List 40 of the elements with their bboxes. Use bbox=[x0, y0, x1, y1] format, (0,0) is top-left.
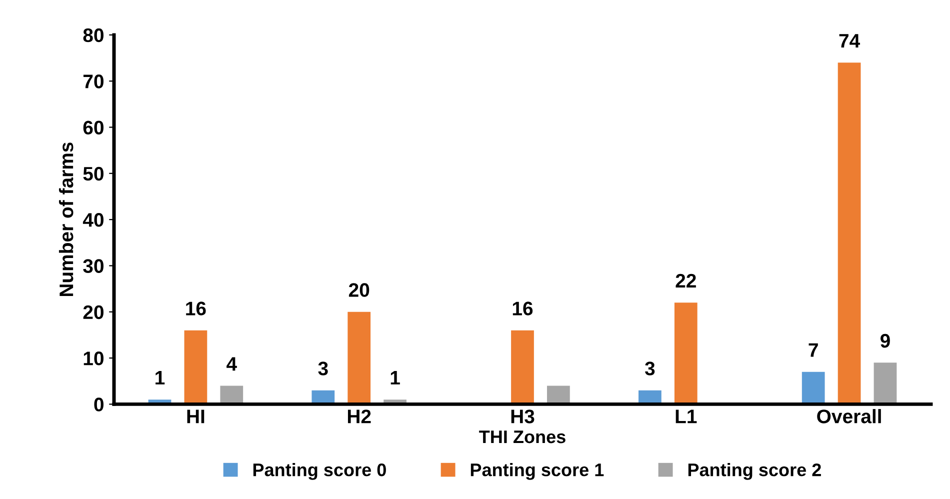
bar bbox=[674, 302, 698, 404]
bar bbox=[511, 330, 534, 404]
x-axis-title: THI Zones bbox=[479, 430, 566, 444]
y-tick-label: 50 bbox=[83, 166, 104, 181]
legend-label: Panting score 0 bbox=[253, 463, 386, 480]
data-label: 1 bbox=[156, 371, 165, 384]
x-tick-label: H2 bbox=[348, 410, 371, 424]
data-label: 1 bbox=[390, 371, 400, 384]
x-tick-label: HI bbox=[187, 410, 204, 424]
y-axis-title: Number of farms bbox=[58, 142, 74, 296]
data-label: 4 bbox=[226, 357, 237, 371]
y-tick-label: 0 bbox=[94, 398, 104, 412]
y-tick-label: 20 bbox=[83, 305, 104, 320]
x-tick-label: L1 bbox=[676, 410, 697, 424]
bar bbox=[802, 372, 825, 404]
data-label: 16 bbox=[186, 302, 206, 316]
bar bbox=[184, 330, 208, 404]
x-tick-label: Overall bbox=[817, 409, 881, 424]
legend-label: Panting score 1 bbox=[470, 463, 604, 480]
y-tick-label: 30 bbox=[83, 259, 104, 273]
bar bbox=[838, 62, 861, 404]
legend-label: Panting score 2 bbox=[688, 463, 821, 480]
bar bbox=[547, 386, 570, 404]
x-tick-label: H3 bbox=[511, 410, 534, 424]
data-label: 74 bbox=[839, 34, 860, 48]
data-label: 9 bbox=[880, 334, 890, 348]
y-tick-label: 80 bbox=[83, 28, 104, 42]
y-tick-label: 70 bbox=[83, 74, 104, 88]
y-tick-label: 10 bbox=[84, 352, 104, 366]
data-label: 3 bbox=[318, 362, 328, 376]
data-label: 22 bbox=[676, 274, 696, 288]
y-tick-label: 40 bbox=[82, 213, 104, 227]
bar bbox=[874, 362, 897, 404]
data-label: 20 bbox=[348, 283, 370, 297]
bar bbox=[348, 312, 371, 404]
data-label: 7 bbox=[808, 343, 818, 357]
data-label: 3 bbox=[644, 362, 655, 376]
data-label: 16 bbox=[512, 302, 533, 316]
y-tick-label: 60 bbox=[83, 120, 104, 134]
bar bbox=[220, 386, 244, 404]
